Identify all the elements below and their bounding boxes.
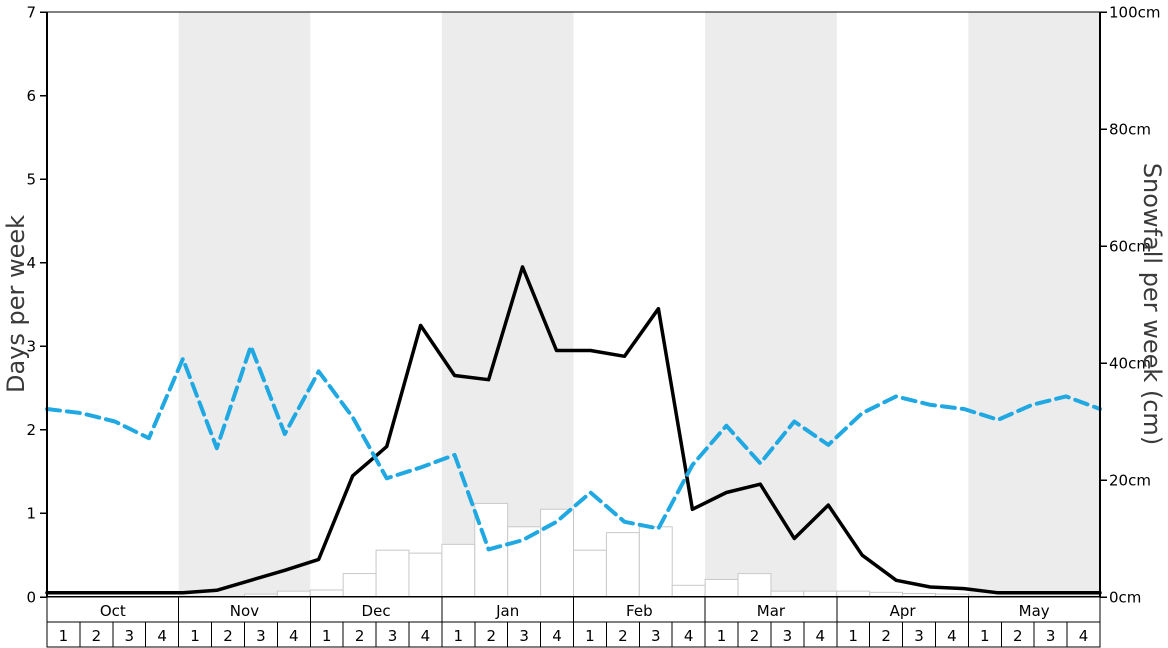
svg-text:2: 2 bbox=[223, 627, 233, 645]
svg-text:Oct: Oct bbox=[100, 602, 126, 620]
svg-text:3: 3 bbox=[519, 627, 529, 645]
svg-text:4: 4 bbox=[26, 254, 36, 272]
left-axis-title: Days per week bbox=[2, 214, 30, 394]
month-shading-bands bbox=[178, 12, 1100, 597]
svg-text:1: 1 bbox=[980, 627, 990, 645]
svg-text:4: 4 bbox=[947, 627, 957, 645]
svg-text:4: 4 bbox=[157, 627, 167, 645]
svg-text:2: 2 bbox=[750, 627, 760, 645]
svg-text:2: 2 bbox=[486, 627, 496, 645]
svg-text:Dec: Dec bbox=[362, 602, 391, 620]
svg-text:6: 6 bbox=[26, 87, 36, 105]
month-week-labels: Oct Nov Dec Jan Feb Mar Apr May 1 2 3 4 1 2 3 4 1 2 3 4 1 2 3 4… bbox=[59, 602, 1089, 645]
svg-text:20cm: 20cm bbox=[1109, 471, 1151, 489]
svg-text:4: 4 bbox=[289, 627, 299, 645]
svg-text:1: 1 bbox=[26, 505, 36, 523]
snowfall-bars bbox=[243, 502, 969, 598]
svg-text:4: 4 bbox=[684, 627, 694, 645]
svg-text:3: 3 bbox=[26, 338, 36, 356]
svg-text:2: 2 bbox=[92, 627, 102, 645]
right-axis-title: Snowfall per week (cm) bbox=[1138, 162, 1166, 446]
svg-text:80cm: 80cm bbox=[1109, 120, 1151, 138]
svg-text:5: 5 bbox=[26, 170, 36, 188]
svg-text:Feb: Feb bbox=[626, 602, 653, 620]
svg-text:Nov: Nov bbox=[230, 602, 259, 620]
svg-text:3: 3 bbox=[1046, 627, 1056, 645]
svg-text:100cm: 100cm bbox=[1109, 3, 1161, 21]
svg-text:1: 1 bbox=[454, 627, 464, 645]
svg-text:7: 7 bbox=[26, 3, 36, 21]
svg-text:40cm: 40cm bbox=[1109, 354, 1151, 372]
svg-text:Mar: Mar bbox=[757, 602, 786, 620]
svg-text:4: 4 bbox=[421, 627, 431, 645]
svg-text:3: 3 bbox=[388, 627, 398, 645]
svg-text:3: 3 bbox=[783, 627, 793, 645]
svg-text:May: May bbox=[1019, 602, 1050, 620]
svg-text:2: 2 bbox=[355, 627, 365, 645]
svg-text:3: 3 bbox=[124, 627, 134, 645]
svg-text:Apr: Apr bbox=[890, 602, 917, 620]
svg-text:2: 2 bbox=[1013, 627, 1023, 645]
svg-text:2: 2 bbox=[618, 627, 628, 645]
svg-text:2: 2 bbox=[26, 421, 36, 439]
svg-text:2: 2 bbox=[881, 627, 891, 645]
svg-text:1: 1 bbox=[717, 627, 727, 645]
svg-text:1: 1 bbox=[322, 627, 332, 645]
svg-text:Jan: Jan bbox=[495, 602, 519, 620]
svg-text:0cm: 0cm bbox=[1109, 588, 1141, 606]
svg-text:1: 1 bbox=[585, 627, 595, 645]
svg-text:1: 1 bbox=[190, 627, 200, 645]
svg-text:1: 1 bbox=[848, 627, 858, 645]
svg-text:4: 4 bbox=[1079, 627, 1089, 645]
tick-labels: 0 1 2 3 4 5 6 7 0cm 20cm 40cm 60cm 80cm 100cm bbox=[26, 3, 1160, 606]
days-per-week-dashed-blue-line bbox=[45, 344, 1102, 552]
svg-text:0: 0 bbox=[26, 588, 36, 606]
svg-text:3: 3 bbox=[256, 627, 266, 645]
svg-text:60cm: 60cm bbox=[1109, 237, 1151, 255]
svg-text:3: 3 bbox=[914, 627, 924, 645]
svg-text:1: 1 bbox=[59, 627, 69, 645]
svg-text:3: 3 bbox=[651, 627, 661, 645]
days-per-week-solid-black-line bbox=[45, 265, 1102, 595]
svg-text:4: 4 bbox=[816, 627, 826, 645]
month-week-grid bbox=[46, 596, 1101, 648]
svg-text:4: 4 bbox=[552, 627, 562, 645]
